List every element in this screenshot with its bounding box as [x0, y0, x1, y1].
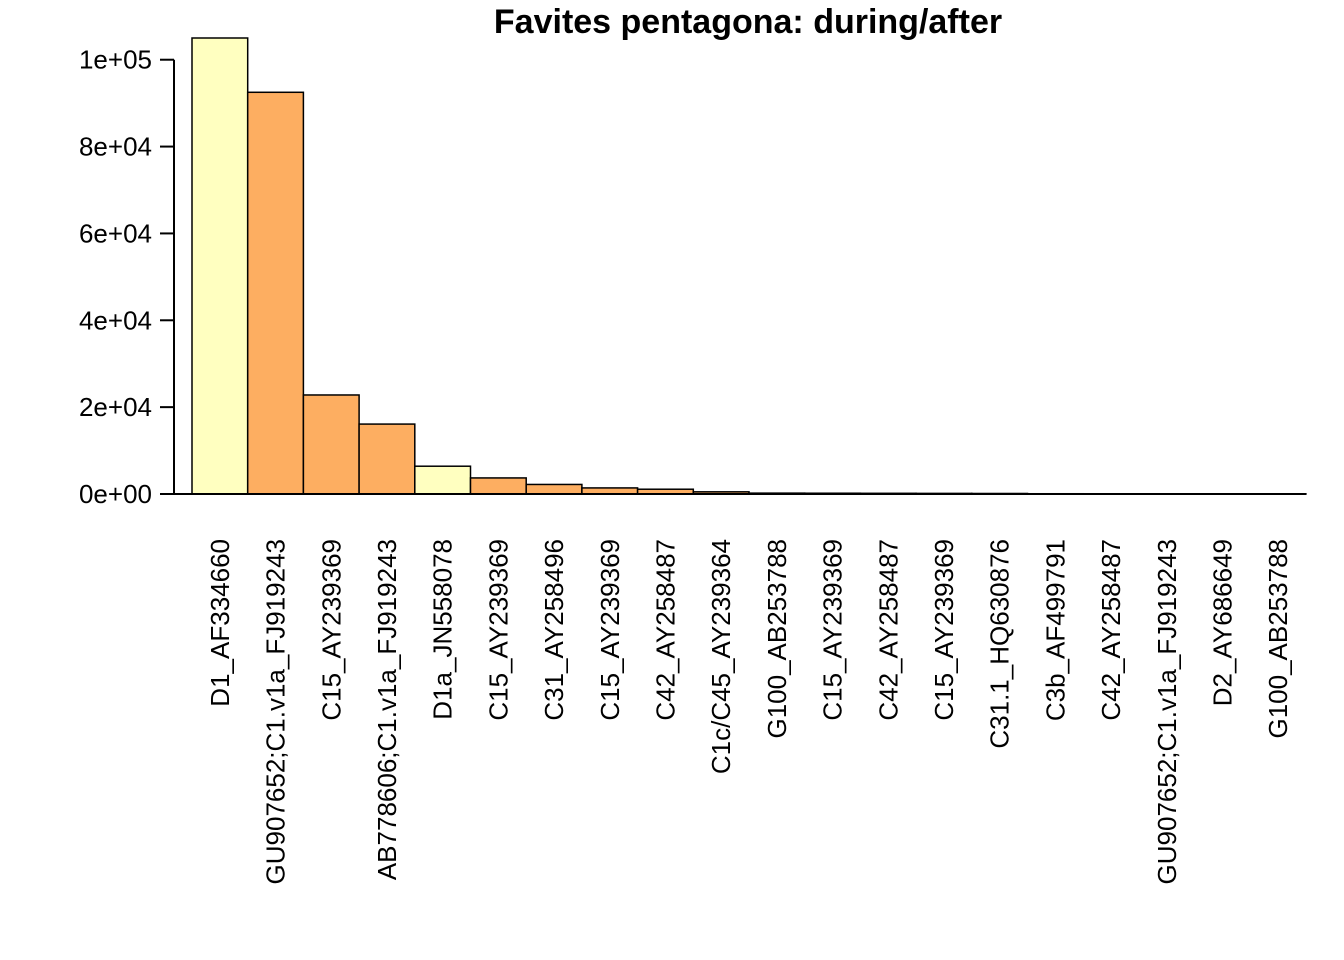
- x-tick-label: GU907652;C1.v1a_FJ919243: [261, 539, 291, 884]
- x-tick-label: C31_AY258496: [539, 539, 569, 721]
- y-tick-label: 0e+00: [79, 479, 152, 509]
- x-tick-label: AB778606;C1.v1a_FJ919243: [372, 539, 402, 880]
- bar-6: [469, 477, 527, 495]
- y-tick-label: 4e+04: [79, 305, 152, 335]
- y-axis: 0e+00 2e+04 4e+04 6e+04 8e+04 1e+05: [79, 45, 175, 509]
- x-tick-label: C15_AY239369: [818, 539, 848, 721]
- x-tick-label: G100_AB253788: [1263, 539, 1293, 739]
- bar-4: [358, 423, 416, 495]
- x-axis-labels: D1_AF334660 GU907652;C1.v1a_FJ919243 C15_A…: [205, 539, 1293, 884]
- x-tick-label: C15_AY239369: [316, 539, 346, 721]
- y-tick-label: 1e+05: [79, 45, 152, 75]
- x-tick-label: C42_AY258487: [650, 539, 680, 721]
- bar-2: [246, 91, 305, 495]
- chart-title: Favites pentagona: during/after: [494, 3, 1002, 41]
- bar-7: [525, 483, 583, 495]
- bar-3: [302, 394, 360, 495]
- x-tick-label: C3b_AF499791: [1040, 539, 1070, 721]
- x-tick-label: C1c/C45_AY239364: [706, 539, 736, 774]
- x-tick-label: C15_AY239369: [595, 539, 625, 721]
- y-tick-label: 8e+04: [79, 132, 152, 162]
- x-tick-label: GU907652;C1.v1a_FJ919243: [1152, 539, 1182, 884]
- y-tick-label: 6e+04: [79, 218, 152, 248]
- x-tick-label: D2_AY686649: [1207, 539, 1237, 706]
- y-tick-label: 2e+04: [79, 392, 152, 422]
- x-tick-label: D1_AF334660: [205, 539, 235, 707]
- x-tick-label: C42_AY258487: [1096, 539, 1126, 721]
- x-tick-label: C42_AY258487: [873, 539, 903, 721]
- bar-5: [414, 465, 472, 495]
- x-tick-label: D1a_JN558078: [428, 539, 458, 720]
- x-tick-label: C15_AY239369: [929, 539, 959, 721]
- x-tick-label: C31.1_HQ630876: [985, 539, 1015, 749]
- bar-1: [191, 37, 249, 495]
- x-tick-label: G100_AB253788: [762, 539, 792, 739]
- bars-group: [191, 37, 1307, 495]
- x-tick-label: C15_AY239369: [483, 539, 513, 721]
